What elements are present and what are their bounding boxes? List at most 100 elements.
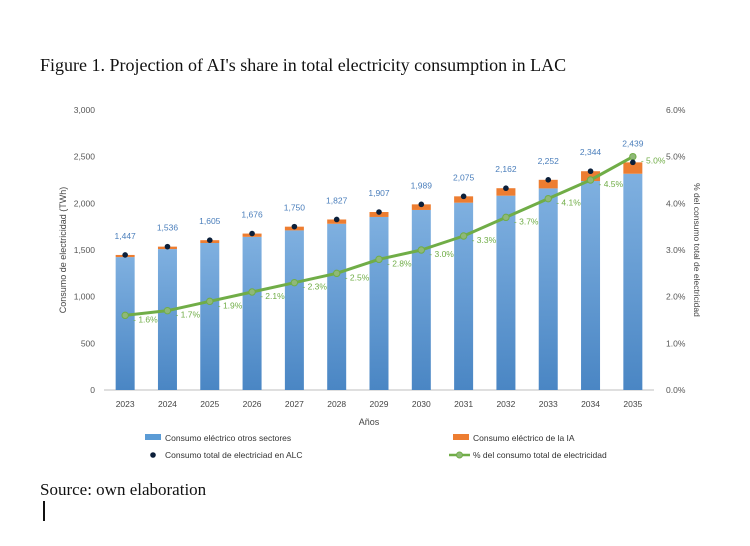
- pct-data-label: - 5.0%: [641, 156, 666, 166]
- y2-tick-label: 5.0%: [666, 152, 686, 162]
- legend-swatch-otros: [145, 434, 161, 440]
- bar-otros-sectores: [538, 188, 558, 390]
- x-tick-label: 2033: [539, 399, 558, 409]
- total-data-label: 1,827: [326, 195, 348, 205]
- y2-tick-label: 3.0%: [666, 245, 686, 255]
- pct-point: [586, 176, 595, 184]
- total-data-label: 1,447: [115, 231, 137, 241]
- y-tick-label: 2,500: [74, 152, 96, 162]
- total-data-label: 1,989: [411, 180, 433, 190]
- pct-data-label: - 4.1%: [556, 198, 581, 208]
- bar-ia: [538, 179, 558, 189]
- pct-point: [417, 246, 426, 254]
- bar-ia: [411, 204, 431, 210]
- bar-ia: [581, 171, 601, 182]
- total-data-label: 1,605: [199, 216, 221, 226]
- pct-data-label: - 1.9%: [218, 300, 243, 310]
- total-marker: [630, 159, 636, 166]
- total-marker: [249, 230, 255, 237]
- total-marker: [587, 168, 594, 175]
- bar-otros-sectores: [284, 230, 304, 390]
- total-marker: [545, 177, 552, 183]
- pct-data-label: - 1.7%: [175, 310, 200, 320]
- x-tick-label: 2035: [623, 399, 642, 409]
- text-cursor: [43, 501, 45, 521]
- pct-data-label: - 4.5%: [599, 179, 624, 189]
- bar-otros-sectores: [200, 243, 220, 390]
- bar-ia: [454, 196, 474, 203]
- bar-otros-sectores: [327, 223, 347, 390]
- x-tick-label: 2026: [243, 399, 262, 409]
- total-marker: [418, 201, 425, 208]
- total-data-label: 1,536: [157, 223, 179, 233]
- total-marker: [333, 216, 340, 223]
- x-tick-label: 2030: [412, 399, 431, 409]
- legend-marker-total: [150, 452, 156, 458]
- total-marker: [291, 223, 298, 230]
- pct-point: [332, 269, 341, 278]
- legend-marker-pct: [456, 451, 463, 459]
- pct-data-label: - 2.8%: [387, 258, 412, 268]
- legend-swatch-ia: [453, 434, 469, 440]
- pct-point: [163, 306, 172, 315]
- y-tick-label: 1,500: [74, 245, 96, 255]
- total-marker: [122, 252, 128, 258]
- y-tick-label: 3,000: [74, 105, 96, 115]
- x-tick-label: 2032: [496, 399, 515, 409]
- total-marker: [206, 237, 213, 243]
- total-data-label: 2,252: [538, 156, 560, 166]
- total-data-label: 1,750: [284, 203, 306, 213]
- y2-tick-label: 2.0%: [666, 292, 686, 302]
- total-marker: [503, 185, 509, 192]
- legend-label-ia: Consumo eléctrico de la IA: [473, 433, 575, 443]
- pct-point: [248, 288, 256, 296]
- bar-otros-sectores: [454, 202, 474, 390]
- pct-data-label: - 3.0%: [429, 249, 454, 259]
- x-tick-label: 2024: [158, 399, 177, 409]
- x-tick-label: 2028: [327, 399, 346, 409]
- bar-otros-sectores: [157, 249, 177, 390]
- legend: Consumo eléctrico otros sectores Consumo…: [145, 433, 607, 460]
- pct-point: [544, 194, 552, 203]
- legend-label-pct: % del consumo total de electricidad: [473, 450, 607, 460]
- y-tick-label: 500: [81, 338, 95, 348]
- pct-data-label: - 2.3%: [302, 282, 327, 292]
- total-data-label: 1,676: [241, 210, 263, 220]
- bar-otros-sectores: [581, 181, 601, 390]
- y2-axis-label: % del consumo total de electricidad: [692, 183, 702, 317]
- pct-point: [121, 311, 129, 320]
- bar-otros-sectores: [115, 257, 135, 390]
- pct-point: [375, 255, 383, 264]
- total-marker: [376, 209, 382, 215]
- y2-tick-label: 4.0%: [666, 198, 686, 208]
- source-note: Source: own elaboration: [40, 480, 207, 499]
- total-marker: [460, 193, 467, 200]
- bar-ia: [623, 162, 643, 174]
- bar-otros-sectores: [369, 216, 389, 390]
- x-tick-label: 2031: [454, 399, 473, 409]
- y-tick-label: 1,000: [74, 292, 96, 302]
- pct-point: [290, 278, 299, 287]
- pct-data-label: - 3.3%: [472, 235, 497, 245]
- pct-data-label: - 1.6%: [133, 314, 158, 324]
- x-tick-label: 2025: [200, 399, 219, 409]
- y-tick-label: 0: [90, 385, 95, 395]
- y2-tick-label: 1.0%: [666, 338, 686, 348]
- figure-title: Figure 1. Projection of AI's share in to…: [40, 55, 567, 75]
- bar-otros-sectores: [496, 195, 516, 390]
- bar-otros-sectores: [623, 173, 643, 390]
- x-tick-label: 2027: [285, 399, 304, 409]
- y2-tick-label: 6.0%: [666, 105, 686, 115]
- bar-ia: [496, 188, 516, 196]
- pct-data-label: - 2.1%: [260, 291, 285, 301]
- pct-point: [629, 152, 637, 161]
- y-tick-label: 2,000: [74, 198, 96, 208]
- total-data-label: 2,075: [453, 172, 475, 182]
- bar-otros-sectores: [411, 209, 431, 390]
- pct-point: [459, 232, 468, 240]
- x-tick-label: 2034: [581, 399, 600, 409]
- y2-tick-label: 0.0%: [666, 385, 686, 395]
- x-tick-label: 2029: [370, 399, 389, 409]
- legend-label-otros: Consumo eléctrico otros sectores: [165, 433, 291, 443]
